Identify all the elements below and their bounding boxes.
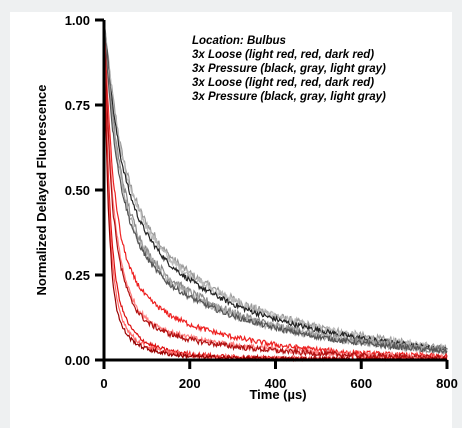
x-tick-label: 0 (100, 376, 107, 391)
x-tick-label: 600 (350, 376, 372, 391)
legend-line: 3x Pressure (black, gray, light gray) (192, 63, 386, 75)
y-tick-label: 1.00 (65, 13, 90, 28)
x-tick-label: 200 (179, 376, 201, 391)
ticks-group: 0.00 0.25 0.50 0.75 1.00 0 200 400 600 800 (65, 13, 458, 391)
legend-line: 3x Pressure (black, gray, light gray) (192, 91, 386, 103)
legend-line: 3x Loose (light red, red, dark red) (192, 49, 374, 61)
x-tick-label: 800 (436, 376, 458, 391)
y-axis-label: Normalized Delayed Fluorescence (34, 85, 49, 296)
x-tick-label: 400 (265, 376, 287, 391)
y-tick-label: 0.50 (65, 183, 90, 198)
legend-annotation: Location: Bulbus 3x Loose (light red, red… (192, 35, 386, 103)
legend-line: Location: Bulbus (192, 35, 286, 47)
series-line-8 (103, 19, 448, 362)
series-line-9 (103, 19, 448, 362)
legend-line: 3x Loose (light red, red, dark red) (192, 77, 374, 89)
y-tick-label: 0.00 (65, 353, 90, 368)
y-tick-label: 0.75 (65, 98, 90, 113)
series-line-6 (103, 19, 448, 356)
y-tick-label: 0.25 (65, 268, 90, 283)
x-axis-label: Time (µs) (249, 387, 306, 402)
